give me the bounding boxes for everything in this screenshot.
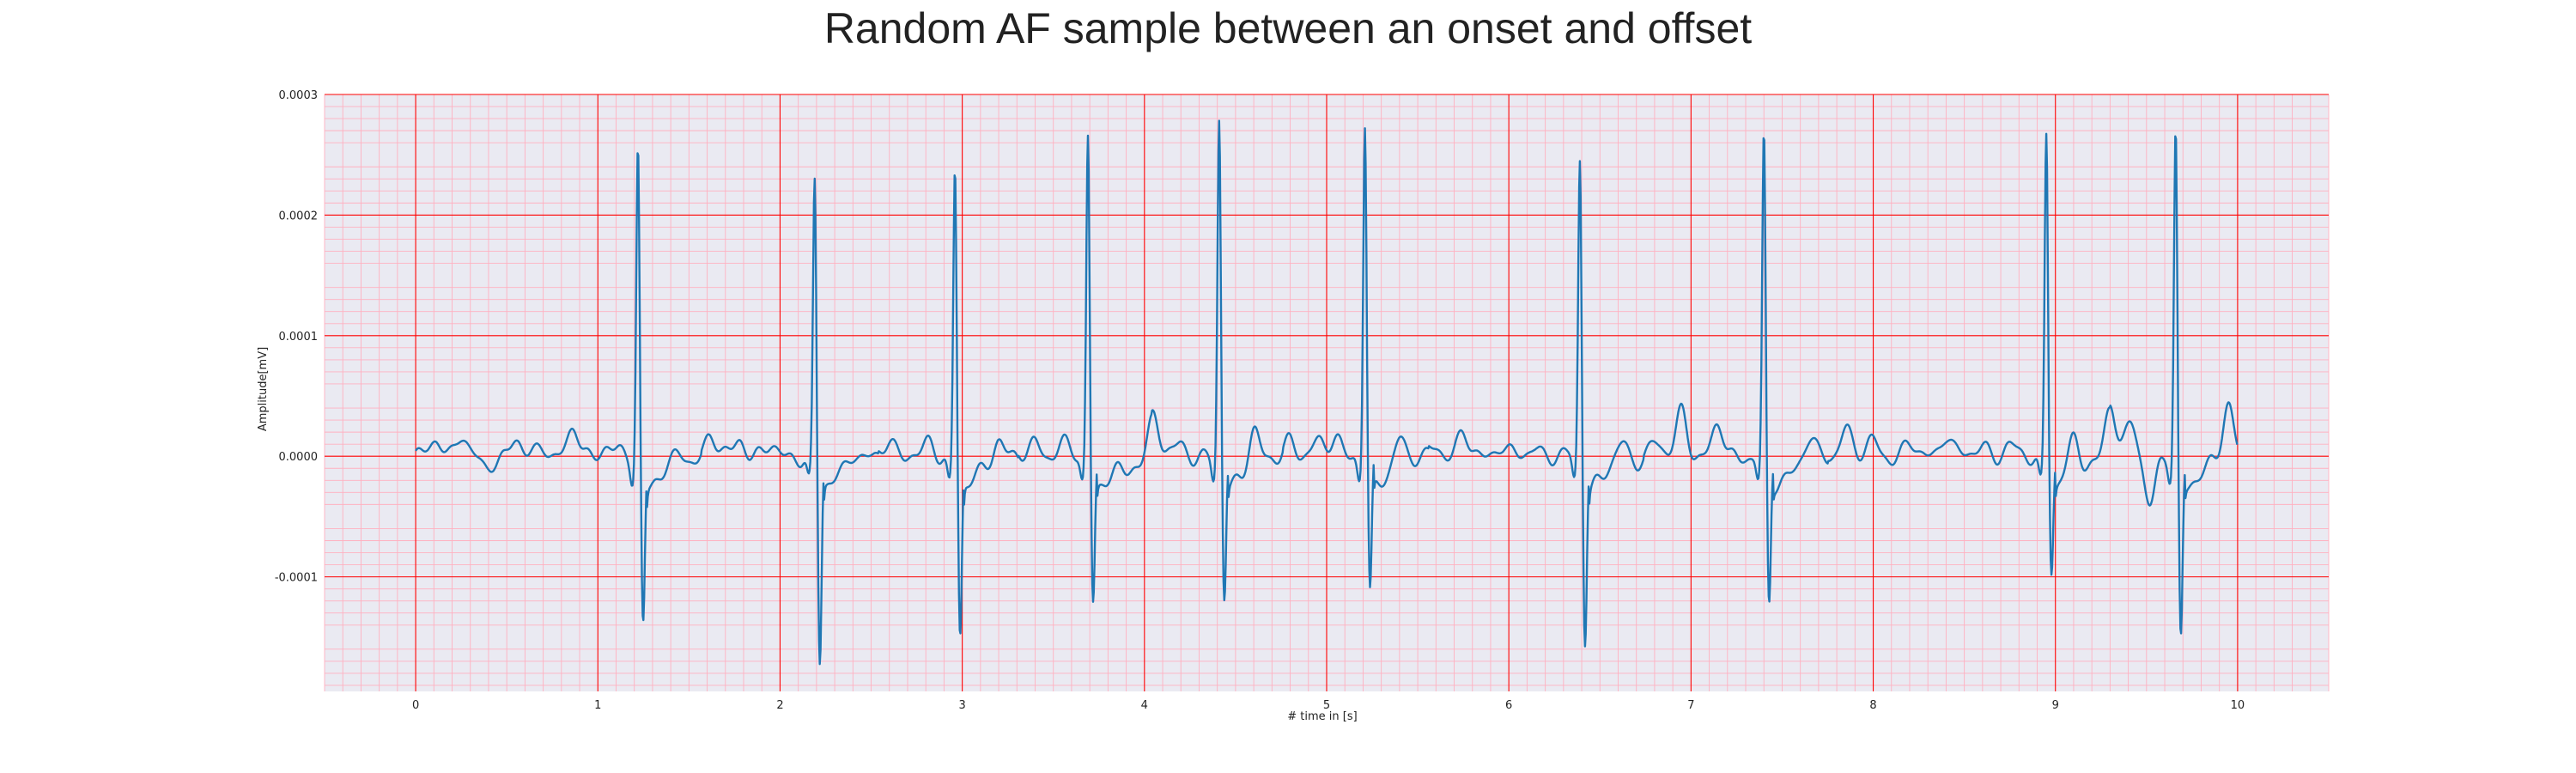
y-tick-label: -0.0001 <box>275 572 318 585</box>
major-grid <box>325 94 2329 691</box>
x-tick-label: 10 <box>2231 699 2245 712</box>
y-tick-label: 0.0003 <box>279 89 319 102</box>
y-tick-label: 0.0002 <box>279 210 319 222</box>
x-axis-ticks: 0 1 2 3 4 5 6 7 8 9 10 <box>412 699 2245 712</box>
y-tick-label: 0.0001 <box>279 331 319 344</box>
x-tick-label: 5 <box>1323 699 1330 712</box>
ecg-signal-line <box>415 119 2239 666</box>
x-tick-label: 1 <box>594 699 601 712</box>
x-tick-label: 8 <box>1869 699 1876 712</box>
x-tick-label: 7 <box>1687 699 1694 712</box>
x-tick-label: 3 <box>958 699 965 712</box>
x-tick-label: 0 <box>412 699 419 712</box>
y-axis-ticks: -0.0001 0.0000 0.0001 0.0002 0.0003 <box>275 89 318 585</box>
x-tick-label: 4 <box>1141 699 1148 712</box>
x-axis-label: # time in [s] <box>1287 710 1357 723</box>
x-tick-label: 6 <box>1505 699 1512 712</box>
x-tick-label: 9 <box>2052 699 2059 712</box>
y-tick-label: 0.0000 <box>279 451 319 464</box>
x-tick-label: 2 <box>776 699 783 712</box>
y-axis-label: Amplitude[mV] <box>257 347 270 431</box>
chart-title: Random AF sample between an onset and of… <box>824 4 1752 52</box>
